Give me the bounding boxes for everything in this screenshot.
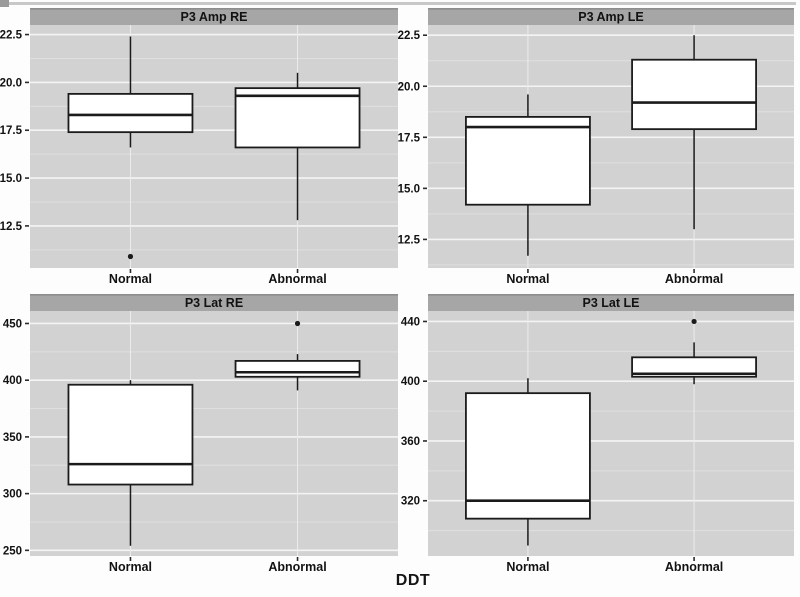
x-category-label: Abnormal: [268, 272, 326, 286]
x-category-label: Normal: [109, 560, 152, 574]
facet-strip-title: P3 Lat LE: [583, 296, 640, 310]
box-normal: [67, 383, 194, 486]
x-category-label: Abnormal: [665, 560, 723, 574]
x-category-label: Abnormal: [268, 560, 326, 574]
y-tick-label: 400: [3, 375, 22, 387]
scan-corner-mark: [0, 0, 9, 7]
scan-edge-line: [8, 2, 796, 5]
y-tick-label: 400: [401, 376, 420, 388]
box-normal: [465, 115, 591, 206]
y-tick-label: 450: [3, 318, 22, 330]
x-category-label: Normal: [506, 272, 549, 286]
y-tick-label: 250: [3, 545, 22, 557]
y-tick-label: 12.5: [0, 221, 23, 233]
y-tick-label: 22.5: [398, 30, 421, 42]
facet-strip: [30, 8, 398, 25]
y-tick-label: 300: [3, 489, 22, 501]
box-abnormal: [234, 360, 361, 378]
y-tick-label: 350: [3, 432, 22, 444]
outlier-point: [127, 253, 134, 260]
x-category-label: Abnormal: [665, 272, 723, 286]
x-category-label: Normal: [506, 560, 549, 574]
facet-strip-title: P3 Lat RE: [185, 296, 243, 310]
y-tick-label: 360: [401, 436, 420, 448]
box-normal: [465, 392, 591, 520]
y-tick-label: 15.0: [398, 183, 420, 195]
box-abnormal: [234, 87, 361, 149]
facet-strip: [30, 294, 398, 311]
y-tick-label: 17.5: [0, 125, 23, 137]
outlier-point: [691, 318, 697, 325]
y-tick-label: 20.0: [0, 77, 22, 89]
y-tick-label: 440: [401, 316, 420, 328]
outlier-point: [294, 320, 301, 327]
y-tick-label: 12.5: [398, 234, 421, 246]
box-abnormal: [631, 58, 757, 131]
y-tick-label: 17.5: [398, 132, 421, 144]
facet-strip-title: P3 Amp LE: [578, 10, 644, 24]
box-normal: [67, 92, 194, 134]
box-abnormal: [631, 356, 757, 378]
x-axis-title: DDT: [395, 572, 431, 589]
facet-strip-title: P3 Amp RE: [181, 10, 248, 24]
facet-strip: [428, 8, 794, 25]
facet-strip: [428, 294, 794, 311]
y-tick-label: 20.0: [398, 81, 420, 93]
y-tick-label: 22.5: [0, 30, 23, 42]
y-tick-label: 15.0: [0, 173, 22, 185]
x-category-label: Normal: [109, 272, 152, 286]
y-tick-label: 320: [401, 496, 420, 508]
